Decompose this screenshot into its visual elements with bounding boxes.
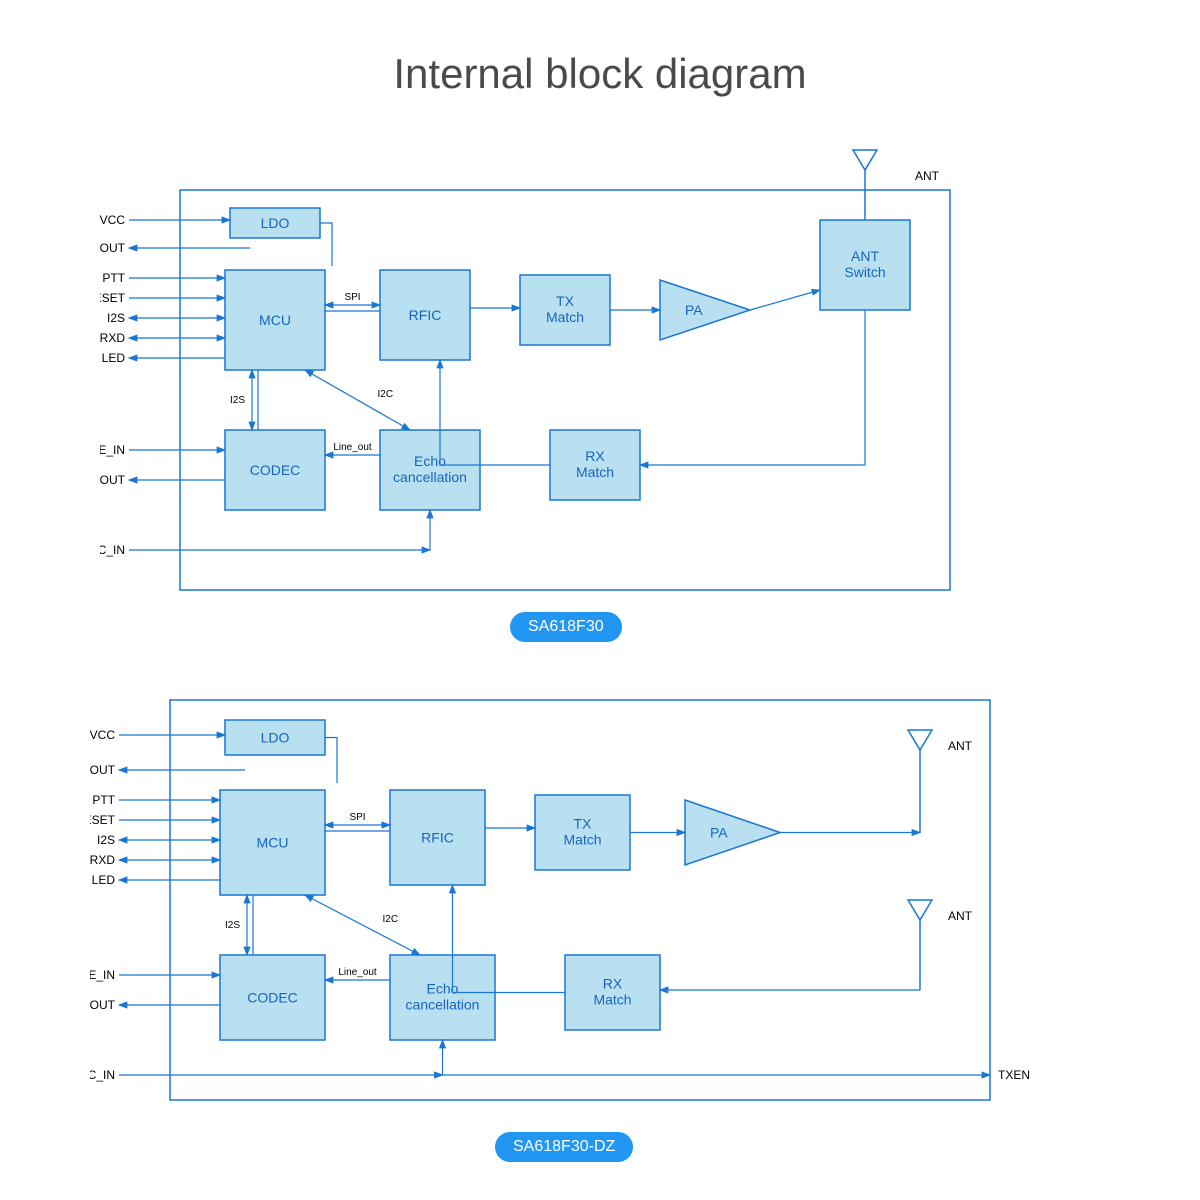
svg-text:Line_out: Line_out [333, 442, 372, 453]
pin-line_in: LINE_IN [100, 443, 125, 457]
svg-text:Echo: Echo [414, 453, 446, 469]
block-pa [660, 280, 750, 340]
pin-t/r led: T/R LED [90, 873, 115, 887]
svg-text:RX: RX [603, 976, 623, 992]
block-label-mcu: MCU [257, 835, 289, 851]
svg-text:TX: TX [574, 816, 593, 832]
diagram-sa618f30-dz: LDOMCURFICTXMatchPACODECEchocancellation… [90, 660, 1050, 1160]
block-label-mcu: MCU [259, 312, 291, 328]
pin-vcc: VCC [90, 728, 115, 742]
svg-text:TX: TX [556, 293, 575, 309]
pin-i2s: I2S [97, 833, 115, 847]
svg-text:Match: Match [576, 464, 614, 480]
svg-text:ANT: ANT [948, 909, 973, 923]
svg-text:Switch: Switch [844, 264, 885, 280]
svg-text:I2S: I2S [225, 920, 240, 931]
badge-sa618f30: SA618F30 [510, 612, 622, 642]
block-label-codec: CODEC [247, 990, 298, 1006]
svg-text:Match: Match [593, 992, 631, 1008]
badge-sa618f30-dz: SA618F30-DZ [495, 1132, 633, 1162]
svg-text:Line_out: Line_out [338, 967, 377, 978]
pin-ptt: PTT [102, 271, 125, 285]
antenna-icon [908, 900, 932, 920]
svg-text:ANT: ANT [915, 169, 940, 183]
svg-text:SPI: SPI [344, 292, 360, 303]
pin-reset: RESET [90, 813, 116, 827]
svg-text:ANT: ANT [948, 739, 973, 753]
svg-text:ANT: ANT [851, 248, 879, 264]
svg-text:Match: Match [546, 309, 584, 325]
antenna-icon [908, 730, 932, 750]
block-label-codec: CODEC [250, 462, 301, 478]
svg-text:Echo: Echo [427, 981, 459, 997]
pin-+3.3vout: +3.3VOUT [100, 241, 126, 255]
pin-txen: TXEN [998, 1068, 1030, 1082]
diagram-sa618f30: LDOMCURFICTXMatchPAANTSwitchCODECEchocan… [100, 140, 1000, 640]
block-label-rfic: RFIC [409, 307, 442, 323]
page-title: Internal block diagram [0, 50, 1200, 98]
pin-line_out: LINE_OUT [90, 998, 116, 1012]
block-label-pa: PA [685, 302, 703, 318]
svg-text:SPI: SPI [349, 812, 365, 823]
block-label-ldo: LDO [261, 730, 290, 746]
pin-reset: RESET [100, 291, 126, 305]
antenna-icon [853, 150, 877, 170]
pin-line_out: LINE_OUT [100, 473, 126, 487]
pin-+3.3vout: +3.3VOUT [90, 763, 116, 777]
pin-line_in: LINE_IN [90, 968, 115, 982]
block-pa [685, 800, 780, 865]
svg-text:cancellation: cancellation [406, 997, 480, 1013]
pin-vcc: VCC [100, 213, 125, 227]
svg-text:RX: RX [585, 448, 605, 464]
svg-text:Match: Match [563, 832, 601, 848]
block-label-rfic: RFIC [421, 830, 454, 846]
svg-text:I2C: I2C [383, 914, 399, 925]
block-label-ldo: LDO [261, 215, 290, 231]
pin-mic_in: MIC_IN [100, 543, 125, 557]
pin-mic_in: MIC_IN [90, 1068, 115, 1082]
svg-text:cancellation: cancellation [393, 469, 467, 485]
pin-ptt: PTT [92, 793, 115, 807]
block-label-pa: PA [710, 825, 728, 841]
pin-txd/rxd: TXD/RXD [90, 853, 115, 867]
svg-text:I2S: I2S [230, 395, 245, 406]
pin-txd/rxd: TXD/RXD [100, 331, 125, 345]
pin-t/r led: T/R LED [100, 351, 125, 365]
svg-text:I2C: I2C [378, 389, 394, 400]
pin-i2s: I2S [107, 311, 125, 325]
